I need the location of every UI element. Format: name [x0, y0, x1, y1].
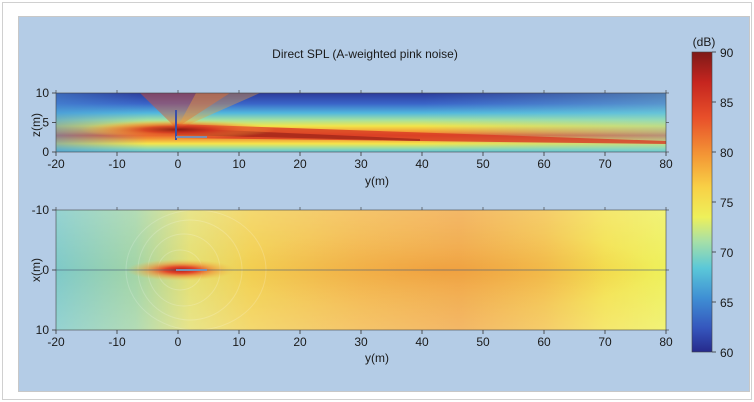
colorbar-tick-label: 70 — [720, 246, 734, 260]
chart-title: Direct SPL (A-weighted pink noise) — [272, 47, 458, 61]
elevation-x-tick-label: 40 — [415, 157, 429, 171]
plan-y-tick-label: 0 — [42, 263, 49, 277]
elevation-y-tick-label: 5 — [42, 116, 49, 130]
elevation-y-axis-label: z(m) — [29, 113, 43, 137]
elevation-x-tick-label: 10 — [232, 157, 246, 171]
colorbar-gradient — [691, 51, 713, 353]
colorbar-tick-label: 60 — [720, 346, 734, 360]
plan-y-axis-label: x(m) — [29, 258, 43, 282]
elevation-axes: -20 -10 0 10 20 30 40 50 60 70 80 0 5 10 — [36, 86, 673, 171]
plan-x-tick-label: 40 — [415, 335, 429, 349]
plan-x-tick-label: 80 — [659, 335, 673, 349]
elevation-x-tick-label: 60 — [537, 157, 551, 171]
colorbar-tick-label: 75 — [720, 196, 734, 210]
colorbar-tick-label: 90 — [720, 46, 734, 60]
plan-y-tick-label: 10 — [36, 323, 50, 337]
elevation-y-tick-label: 0 — [42, 145, 49, 159]
plan-x-tick-label: -20 — [47, 335, 65, 349]
plan-x-tick-label: 60 — [537, 335, 551, 349]
elevation-x-tick-label: -10 — [108, 157, 126, 171]
elevation-x-tick-label: 20 — [293, 157, 307, 171]
elevation-x-tick-label: -20 — [47, 157, 65, 171]
plan-x-axis-label: y(m) — [365, 351, 389, 365]
plan-x-tick-label: 50 — [476, 335, 490, 349]
plan-x-tick-label: 10 — [232, 335, 246, 349]
colorbar-tick-label: 80 — [720, 146, 734, 160]
elevation-x-tick-label: 30 — [354, 157, 368, 171]
colorbar-unit: (dB) — [693, 35, 716, 49]
elevation-x-tick-label: 70 — [598, 157, 612, 171]
elevation-x-tick-label: 80 — [659, 157, 673, 171]
plan-heatmap — [55, 209, 667, 331]
plan-x-tick-label: 30 — [354, 335, 368, 349]
colorbar: (dB) 90 85 80 75 70 65 60 — [691, 35, 734, 360]
elevation-y-tick-label: 10 — [36, 86, 50, 100]
colorbar-tick-label: 65 — [720, 296, 734, 310]
elevation-x-axis-label: y(m) — [365, 174, 389, 188]
elevation-x-tick-label: 0 — [175, 157, 182, 171]
plan-axes: -20 -10 0 10 20 30 40 50 60 70 80 -10 0 10 — [32, 203, 673, 349]
elevation-heatmap — [55, 92, 667, 153]
elevation-x-tick-label: 50 — [476, 157, 490, 171]
elevation-source-hotspot — [56, 93, 666, 152]
plan-x-tick-label: 70 — [598, 335, 612, 349]
plan-x-tick-label: 0 — [175, 335, 182, 349]
plan-y-tick-label: -10 — [32, 203, 50, 217]
plan-x-tick-label: 20 — [293, 335, 307, 349]
plan-x-tick-label: -10 — [108, 335, 126, 349]
colorbar-ticks: 90 85 80 75 70 65 60 — [712, 46, 734, 360]
colorbar-tick-label: 85 — [720, 96, 734, 110]
